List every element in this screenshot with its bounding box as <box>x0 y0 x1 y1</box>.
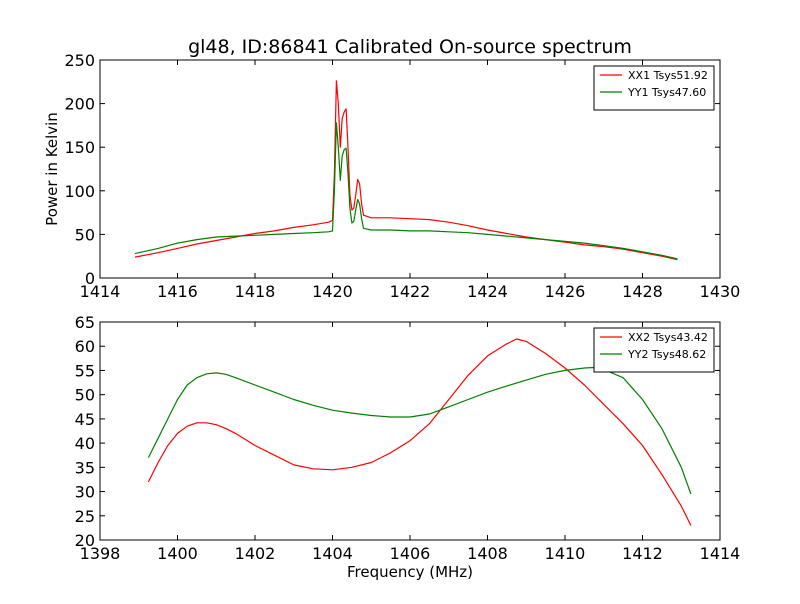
top-x-tick-label: 1422 <box>390 282 431 301</box>
top-series-line-2 <box>134 122 678 260</box>
top-legend: XX1 Tsys51.92 YY1 Tsys47.60 <box>593 65 715 111</box>
bottom-y-tick-label: 35 <box>75 458 95 477</box>
top-x-tick-label: 1414 <box>80 282 121 301</box>
top-y-tick-label: 50 <box>75 225 95 244</box>
top-legend-entry-1: XX1 Tsys51.92 <box>628 69 708 82</box>
bottom-y-tick-label: 50 <box>75 386 95 405</box>
bottom-y-tick-label: 40 <box>75 434 95 453</box>
top-y-tick-label: 150 <box>64 138 95 157</box>
top-legend-entry-2: YY1 Tsys47.60 <box>627 86 706 99</box>
top-x-tick-label: 1424 <box>467 282 508 301</box>
bottom-legend-entry-2: YY2 Tsys48.62 <box>627 348 706 361</box>
bottom-legend-box <box>593 327 715 373</box>
bottom-y-tick-label: 25 <box>75 507 95 526</box>
bottom-x-tick-label: 1410 <box>545 544 586 563</box>
top-y-tick-label: 0 <box>85 269 95 288</box>
top-panel: 1414 1416 1418 1420 1422 1424 1426 1428 1430 0 50 1… <box>43 51 740 301</box>
bottom-x-tick-label: 1398 <box>80 544 121 563</box>
bottom-x-tick-label: 1414 <box>700 544 741 563</box>
bottom-y-tick-label: 20 <box>75 531 95 550</box>
top-legend-box <box>593 65 715 111</box>
bottom-panel: 1398 1400 1402 1404 1406 1408 1410 1412 1414 20 25… <box>75 313 741 581</box>
bottom-series-line-1 <box>147 338 692 526</box>
bottom-y-tick-label: 55 <box>75 361 95 380</box>
top-y-axis-label: Power in Kelvin <box>43 112 61 226</box>
bottom-x-tick-label: 1402 <box>235 544 276 563</box>
bottom-x-tick-label: 1408 <box>467 544 508 563</box>
top-y-tick-label: 200 <box>64 95 95 114</box>
top-y-tick-label: 250 <box>64 51 95 70</box>
bottom-x-tick-label: 1404 <box>312 544 353 563</box>
top-x-tick-label: 1418 <box>235 282 276 301</box>
bottom-legend: XX2 Tsys43.42 YY2 Tsys48.62 <box>593 327 715 373</box>
top-y-tick-label: 100 <box>64 182 95 201</box>
top-x-tick-label: 1420 <box>312 282 353 301</box>
top-x-tick-label: 1416 <box>157 282 198 301</box>
bottom-y-tick-label: 45 <box>75 410 95 429</box>
bottom-legend-entry-1: XX2 Tsys43.42 <box>628 331 708 344</box>
top-x-tick-label: 1430 <box>700 282 741 301</box>
bottom-x-tick-label: 1406 <box>390 544 431 563</box>
top-x-tick-label: 1426 <box>545 282 586 301</box>
bottom-x-tick-label: 1400 <box>157 544 198 563</box>
bottom-y-tick-label: 60 <box>75 337 95 356</box>
chart-title: gl48, ID:86841 Calibrated On-source spec… <box>188 36 632 58</box>
bottom-y-tick-label: 65 <box>75 313 95 332</box>
bottom-y-tick-label: 30 <box>75 483 95 502</box>
bottom-x-axis-label: Frequency (MHz) <box>347 563 473 581</box>
bottom-x-tick-label: 1412 <box>622 544 663 563</box>
top-x-tick-label: 1428 <box>622 282 663 301</box>
